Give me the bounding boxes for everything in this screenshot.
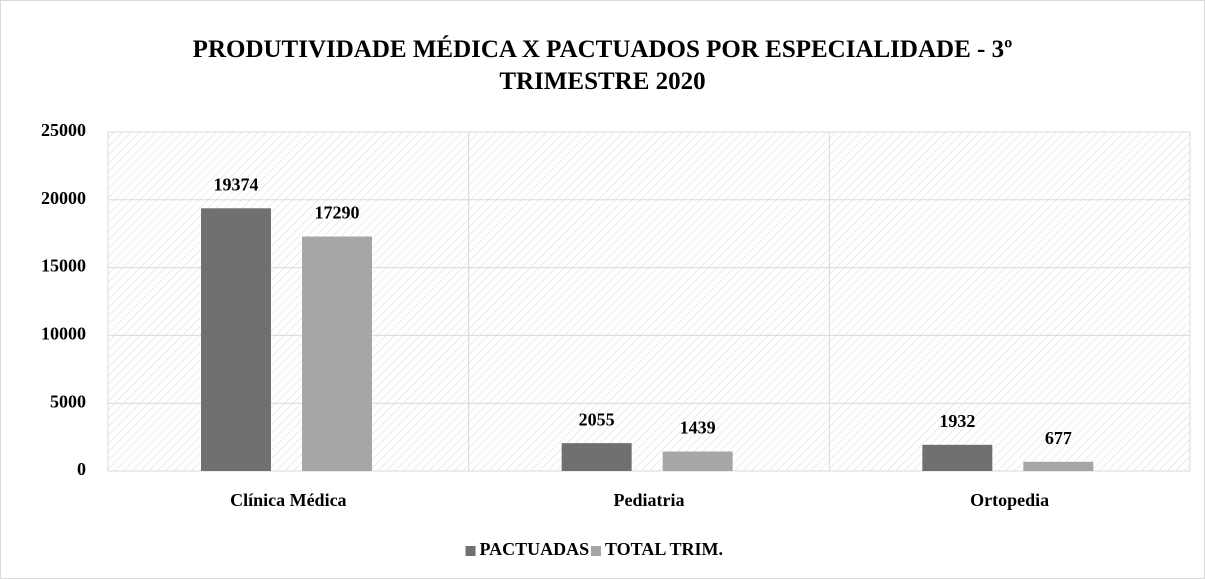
data-label: 1932 (939, 411, 975, 431)
data-label: 2055 (579, 409, 615, 429)
y-tick-label: 5000 (50, 391, 86, 411)
legend-label: PACTUADAS (480, 539, 590, 559)
y-tick-label: 10000 (41, 324, 86, 344)
y-tick-label: 20000 (41, 188, 86, 208)
bar (302, 236, 372, 471)
bar (561, 443, 632, 471)
y-tick-label: 0 (77, 459, 86, 479)
legend-label: TOTAL TRIM. (605, 539, 723, 559)
legend-swatch (465, 546, 476, 556)
data-label: 17290 (315, 203, 360, 223)
bar (922, 444, 993, 471)
data-label: 1439 (680, 418, 716, 438)
data-label: 677 (1045, 428, 1072, 448)
plot-area (108, 132, 1190, 471)
bar (1023, 461, 1094, 471)
chart-title: PRODUTIVIDADE MÉDICA X PACTUADOS POR ESP… (192, 36, 1013, 95)
x-tick-label: Ortopedia (970, 490, 1049, 510)
y-tick-label: 15000 (41, 256, 86, 276)
legend-swatch (591, 546, 601, 556)
y-tick-label: 25000 (41, 120, 86, 140)
data-label: 19374 (214, 174, 259, 194)
x-tick-label: Pediatria (614, 490, 685, 510)
bar (662, 451, 733, 471)
x-tick-label: Clínica Médica (230, 490, 346, 510)
title-box: PRODUTIVIDADE MÉDICA X PACTUADOS POR ESP… (0, 34, 1205, 98)
bar (201, 208, 271, 471)
